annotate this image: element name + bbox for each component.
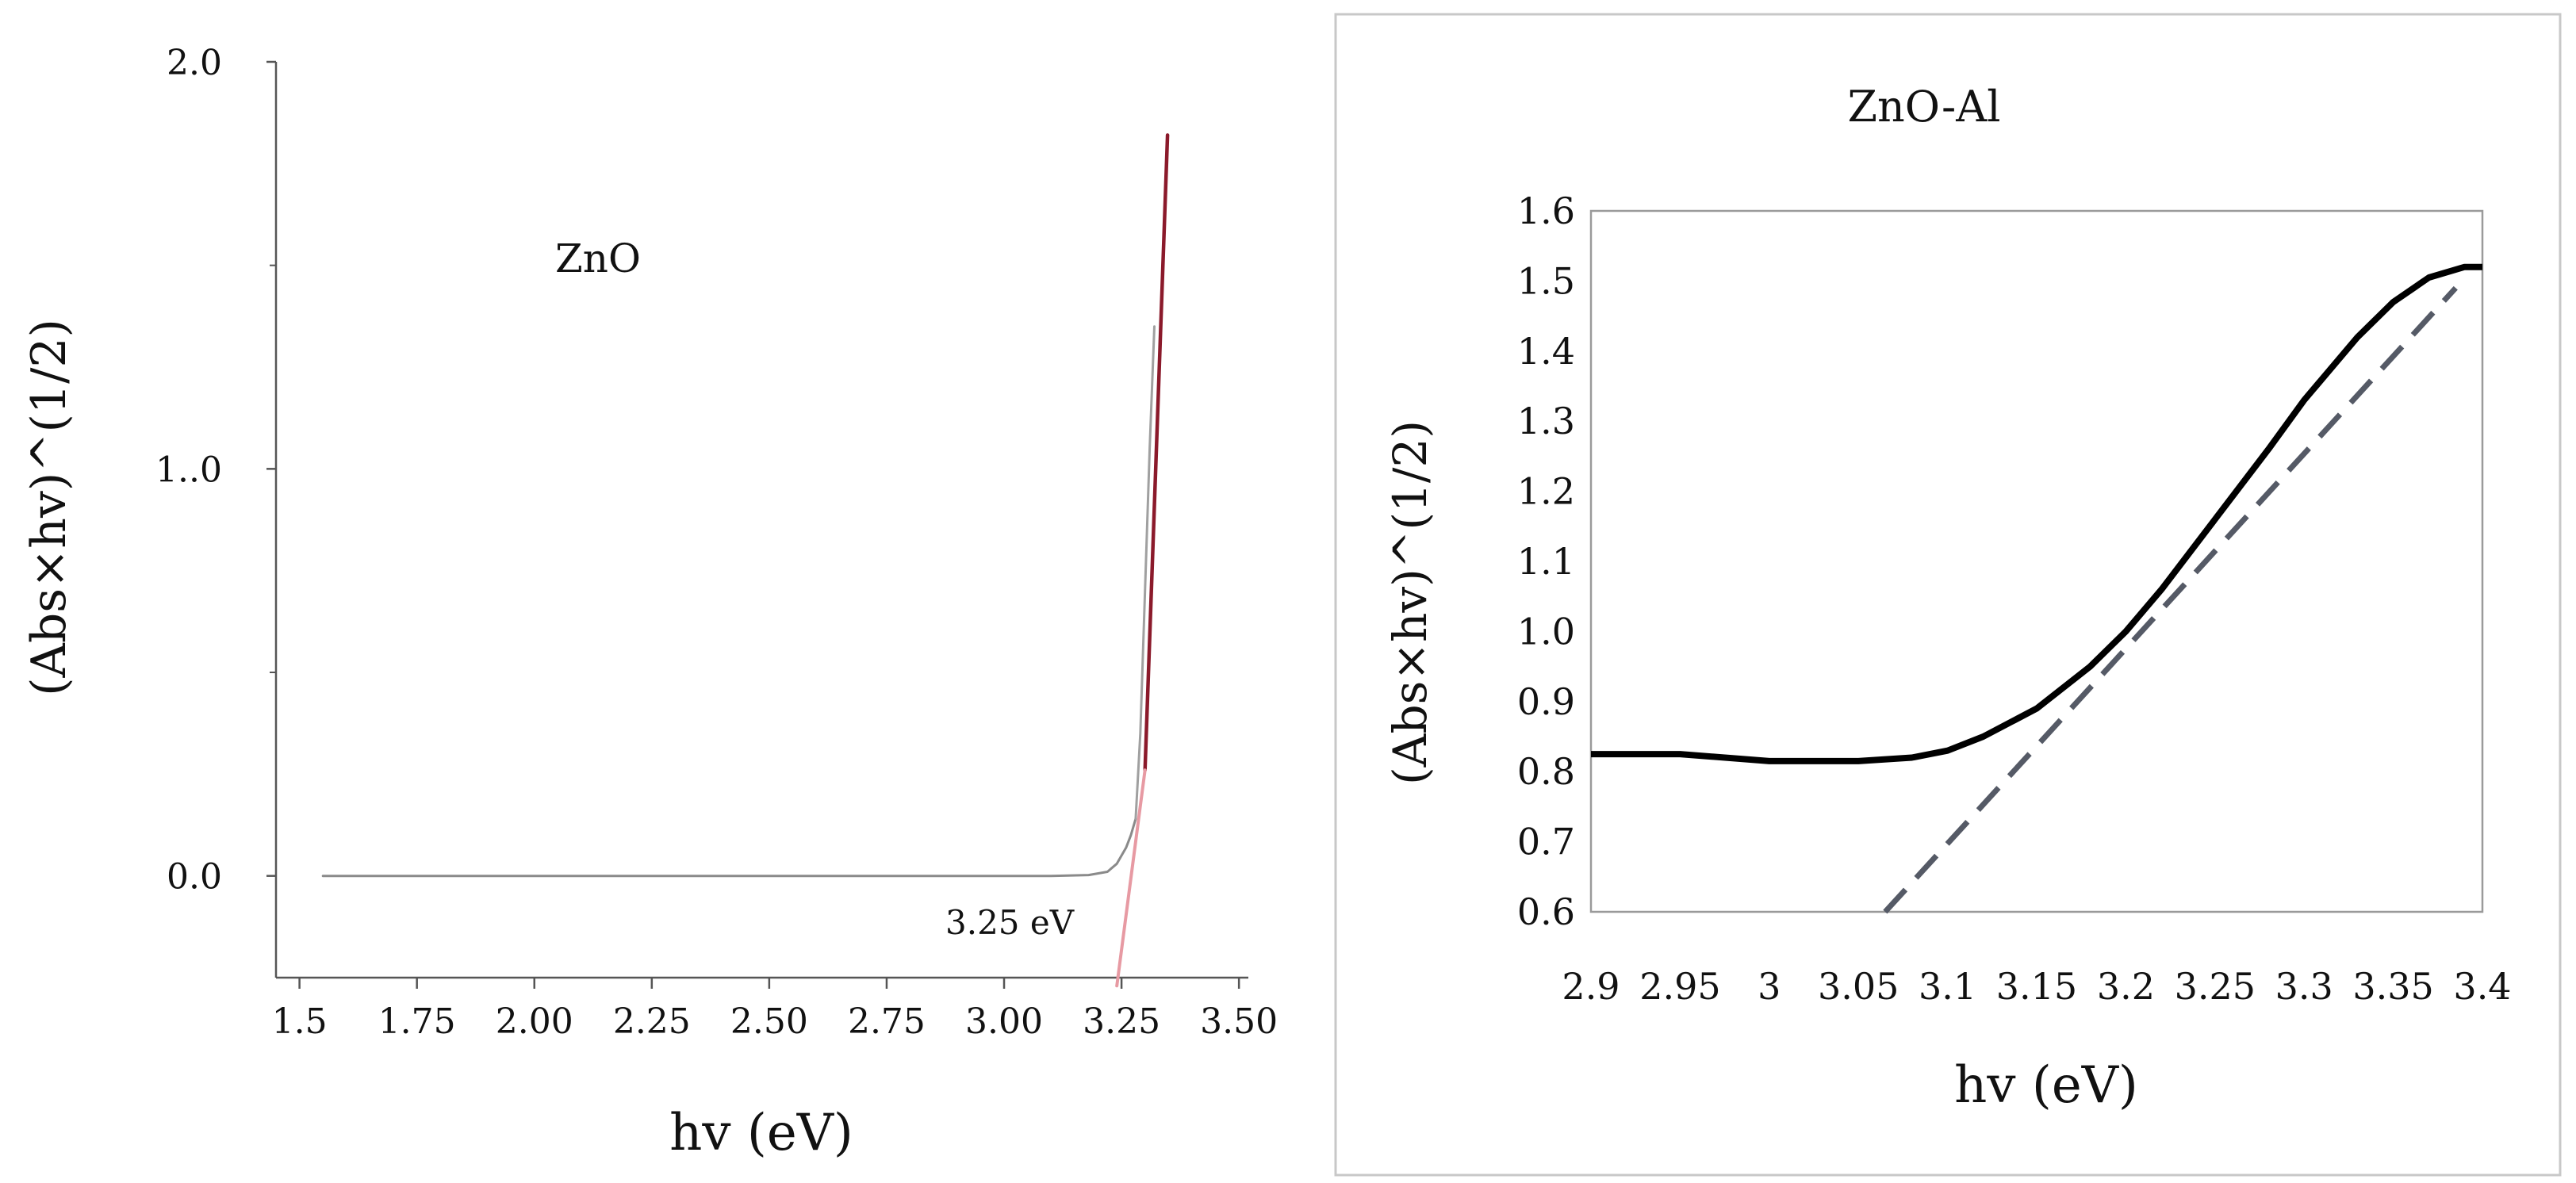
znO-al-x-tick-label: 3.2 [2097,965,2155,1008]
znO-x-axis-label: hv (eV) [669,1104,853,1162]
znO-y-tick-label: 2.0 [167,43,222,83]
znO-series-line-2 [1134,325,1156,821]
znO-y-tick-label: 1..0 [155,450,222,490]
znO-al-y-tick-label: 1.3 [1517,400,1575,442]
znO-al-x-tick-label: 2.95 [1639,965,1720,1008]
znO-al-y-tick-label: 1.6 [1517,190,1575,232]
znO-series [321,133,1170,988]
znO-al-x-ticks: 2.9 2.95 3 3.05 3.1 3.15 3.2 3.25 3.3 3.35 3.4 [1562,965,2511,1008]
znO-x-tick-label: 3.50 [1200,1001,1278,1042]
znO-series-line-3 [1143,133,1170,772]
znO-al-linear-fit-line [1883,285,2458,914]
znO-al-panel-border [1334,13,2562,1177]
znO-al-title: ZnO-Al [1847,82,2000,132]
znO-x-tick-label: 2.50 [730,1001,808,1042]
znO-x-tick-label: 2.75 [848,1001,926,1042]
znO-x-tick-label: 2.25 [613,1001,691,1042]
znO-al-y-tick-label: 0.7 [1517,821,1575,863]
znO-al-x-tick-label: 3.4 [2453,965,2511,1008]
znO-al-x-tick-label: 3.25 [2175,965,2256,1008]
chart-znO: 1.5 1.75 2.00 2.25 2.50 2.75 3.00 3.25 3.50 0.0 1… [21,43,1278,1162]
znO-al-x-tick-label: 3.05 [1818,965,1899,1008]
znO-al-y-tick-label: 0.8 [1517,750,1575,793]
znO-al-y-axis-label: (Abs×hv)^(1/2) [1383,420,1437,785]
znO-y-tick-label: 0.0 [167,857,222,898]
znO-y-minor-ticks [270,264,276,673]
znO-al-y-tick-label: 1.2 [1517,470,1575,513]
znO-gap-label: 3.25 eV [945,903,1075,942]
znO-al-y-ticks: 0.6 0.7 0.8 0.9 1.0 1.1 1.2 1.3 1.4 1.5 1.6 [1517,190,1575,933]
znO-al-x-axis-label: hv (eV) [1954,1056,2138,1115]
znO-al-y-tick-label: 1.5 [1517,259,1575,302]
znO-al-y-tick-label: 1.1 [1517,540,1575,583]
znO-al-x-tick-label: 3.1 [1919,965,1976,1008]
znO-al-x-tick-label: 3.3 [2275,965,2333,1008]
znO-al-absorption-line [1591,263,2482,764]
znO-al-y-tick-label: 1.4 [1517,330,1575,373]
znO-x-tick-label: 2.00 [496,1001,573,1042]
znO-sample-label: ZnO [555,235,641,281]
znO-al-y-tick-label: 1.0 [1517,610,1575,653]
znO-al-x-tick-label: 3.35 [2352,965,2433,1008]
chart-znO-al: ZnO-Al 2.9 2.95 3 3.05 3.1 3.15 3.2 3.25 3.3 3.35… [1334,13,2562,1177]
znO-al-y-tick-label: 0.6 [1517,890,1575,933]
znO-al-x-tick-label: 3 [1758,965,1781,1008]
znO-x-tick-label: 3.25 [1083,1001,1160,1042]
znO-al-x-tick-label: 2.9 [1562,965,1620,1008]
znO-x-tick-label: 3.00 [965,1001,1043,1042]
znO-x-ticks: 1.5 1.75 2.00 2.25 2.50 2.75 3.00 3.25 3.50 [272,978,1278,1042]
znO-al-y-tick-label: 0.9 [1517,680,1575,723]
znO-y-axis-label: (Abs×hv)^(1/2) [21,319,77,696]
znO-x-tick-label: 1.75 [378,1001,456,1042]
znO-al-plot-area [1589,209,2484,913]
znO-al-x-tick-label: 3.15 [1996,965,2077,1008]
znO-x-tick-label: 1.5 [272,1001,328,1042]
znO-al-series [1591,263,2482,914]
znO-series-line-1 [321,817,1137,878]
znO-series-line-4 [1115,768,1147,988]
znO-y-ticks: 0.0 1..0 2.0 [155,43,276,898]
